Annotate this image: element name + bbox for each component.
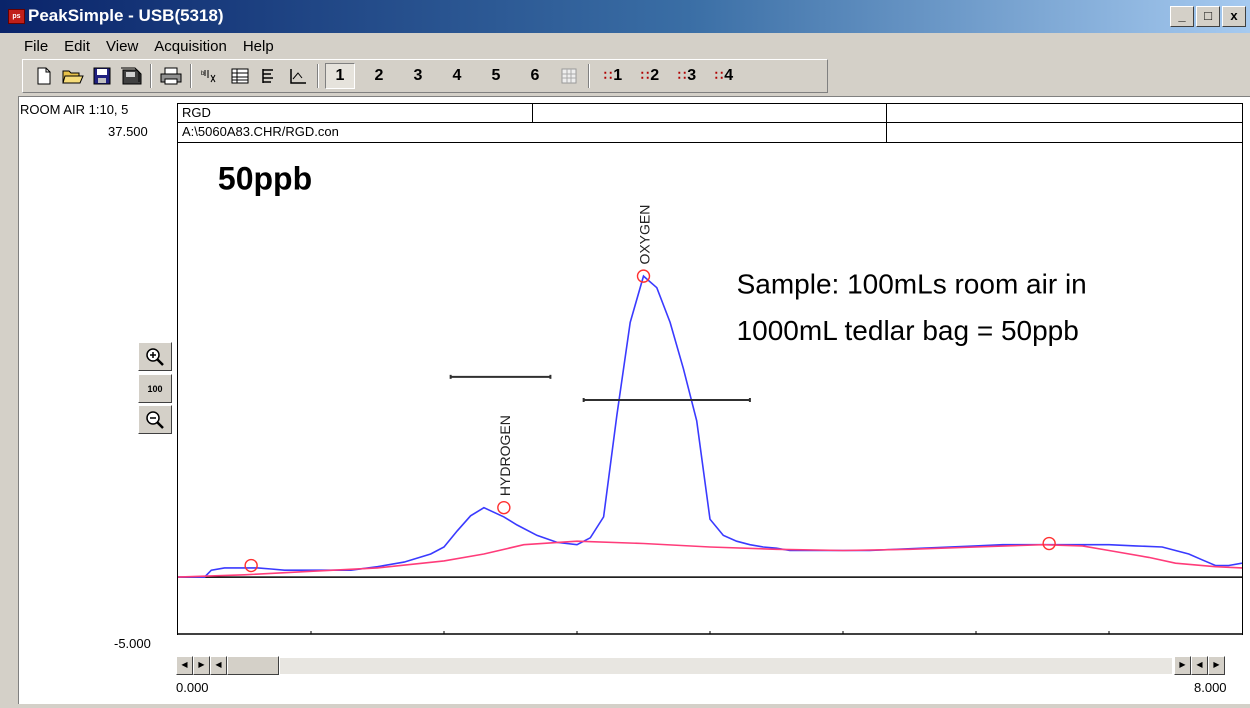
menu-file[interactable]: File bbox=[24, 37, 49, 55]
detector-label: 2 bbox=[650, 67, 660, 84]
baseline-trace bbox=[177, 540, 1243, 578]
left-scroll-controls: ◀ ▶ ◀ bbox=[176, 656, 279, 675]
toolbar-separator bbox=[317, 64, 319, 88]
zoom-out-icon bbox=[146, 410, 164, 429]
channel-3-button[interactable]: 3 bbox=[413, 67, 423, 84]
scroll-right-button[interactable]: ▶ bbox=[1208, 656, 1225, 675]
y-axis-max: 37.500 bbox=[108, 124, 148, 139]
detector-icon: ∷ bbox=[603, 68, 613, 83]
channel-5-button[interactable]: 5 bbox=[491, 67, 501, 84]
sample-note: Sample: 100mLs room air in bbox=[737, 268, 1087, 299]
x-axis-max: 8.000 bbox=[1194, 680, 1227, 695]
detector-label: 3 bbox=[687, 67, 697, 84]
detector-2-button[interactable]: ∷ 2 bbox=[633, 63, 667, 89]
zoom-level[interactable]: 100 bbox=[138, 374, 172, 403]
zoom-controls: 100 bbox=[138, 342, 172, 436]
info-row: RGD bbox=[178, 104, 1242, 123]
y-axis-min: -5.000 bbox=[114, 636, 151, 651]
chart-info-table: RGD A:\5060A83.CHR/RGD.con bbox=[177, 103, 1243, 143]
open-folder-icon[interactable] bbox=[60, 63, 86, 89]
chromatogram-chart: HYDROGEN OXYGEN 50ppb Sample: 100mLs room a… bbox=[177, 160, 1243, 635]
zoom-in-icon bbox=[146, 347, 164, 366]
detector-3-button[interactable]: ∷ 3 bbox=[670, 63, 704, 89]
sample-note: 1000mL tedlar bag = 50ppb bbox=[737, 315, 1079, 346]
channel-4-button[interactable]: 4 bbox=[452, 67, 462, 84]
results-table-icon[interactable] bbox=[227, 63, 253, 89]
scroll-left-button[interactable]: ◀ bbox=[210, 656, 227, 675]
peak-marker bbox=[497, 500, 511, 515]
title-bar[interactable]: ps PeakSimple - USB(5318) _ □ x bbox=[0, 0, 1250, 33]
detector-label: 1 bbox=[613, 67, 623, 84]
save-all-icon[interactable] bbox=[118, 63, 144, 89]
peak-label-icon[interactable]: ᵇ bbox=[198, 63, 224, 89]
file-path-cell: A:\5060A83.CHR/RGD.con bbox=[182, 124, 339, 139]
minimize-button[interactable]: _ bbox=[1170, 6, 1194, 27]
svg-text:ᵇ: ᵇ bbox=[201, 69, 205, 79]
sample-label: ROOM AIR 1:10, 5 bbox=[20, 102, 129, 117]
info-cell bbox=[533, 104, 886, 123]
channel-6-button[interactable]: 6 bbox=[530, 67, 540, 84]
toolbar-separator bbox=[190, 64, 192, 88]
menu-acquisition[interactable]: Acquisition bbox=[154, 37, 227, 55]
info-row: A:\5060A83.CHR/RGD.con bbox=[178, 123, 1242, 142]
menu-edit[interactable]: Edit bbox=[64, 37, 91, 55]
detector-4-button[interactable]: ∷ 4 bbox=[707, 63, 741, 89]
toolbar: ᵇ 1 2 3 4 5 6 ∷ 1 ∷ 2 ∷ 3 ∷ 4 bbox=[22, 59, 828, 93]
component-table-icon[interactable] bbox=[256, 63, 282, 89]
axis-icon[interactable] bbox=[285, 63, 311, 89]
info-cell bbox=[887, 104, 1242, 123]
channel-2-button[interactable]: 2 bbox=[374, 67, 384, 84]
toolbar-separator bbox=[588, 64, 590, 88]
zoom-in-button[interactable] bbox=[138, 342, 172, 371]
grid-icon[interactable] bbox=[556, 63, 582, 89]
peak-label: HYDROGEN bbox=[497, 415, 513, 496]
zoom-out-button[interactable] bbox=[138, 405, 172, 434]
print-icon[interactable] bbox=[158, 63, 184, 89]
detector-icon: ∷ bbox=[677, 68, 687, 83]
app-icon[interactable]: ps bbox=[8, 9, 25, 24]
window-title: PeakSimple - USB(5318) bbox=[28, 6, 224, 25]
concentration-label: 50ppb bbox=[218, 160, 312, 196]
channel-1-button[interactable]: 1 bbox=[325, 63, 355, 89]
peak-marker bbox=[244, 558, 258, 573]
detector-1-button[interactable]: ∷ 1 bbox=[596, 63, 630, 89]
new-file-icon[interactable] bbox=[31, 63, 57, 89]
menu-help[interactable]: Help bbox=[242, 37, 274, 55]
peak-label: OXYGEN bbox=[637, 205, 653, 265]
scroll-left-button[interactable]: ◀ bbox=[176, 656, 193, 675]
detector-name-cell: RGD bbox=[182, 105, 211, 120]
scroll-left-button[interactable]: ◀ bbox=[1191, 656, 1208, 675]
signal-trace bbox=[178, 274, 1243, 578]
right-scroll-controls: ▶ ◀ ▶ bbox=[1174, 656, 1225, 675]
detector-icon: ∷ bbox=[714, 68, 724, 83]
scroll-right-button[interactable]: ▶ bbox=[1174, 656, 1191, 675]
scroll-right-button[interactable]: ▶ bbox=[193, 656, 210, 675]
x-axis-min: 0.000 bbox=[176, 680, 209, 695]
chromatogram-plot[interactable]: HYDROGEN OXYGEN 50ppb Sample: 100mLs room a… bbox=[177, 143, 1243, 635]
peak-marker bbox=[1042, 536, 1056, 551]
peak-marker bbox=[636, 269, 651, 283]
menu-bar: File Edit View Acquisition Help bbox=[0, 33, 1250, 59]
close-button[interactable]: x bbox=[1222, 6, 1246, 27]
scroll-thumb[interactable] bbox=[227, 656, 279, 675]
save-icon[interactable] bbox=[89, 63, 115, 89]
detector-icon: ∷ bbox=[640, 68, 650, 83]
menu-view[interactable]: View bbox=[106, 37, 139, 55]
maximize-button[interactable]: □ bbox=[1196, 6, 1220, 27]
info-cell bbox=[887, 123, 1242, 142]
detector-label: 4 bbox=[724, 67, 734, 84]
toolbar-separator bbox=[150, 64, 152, 88]
horizontal-scrollbar-track[interactable] bbox=[280, 658, 1172, 674]
